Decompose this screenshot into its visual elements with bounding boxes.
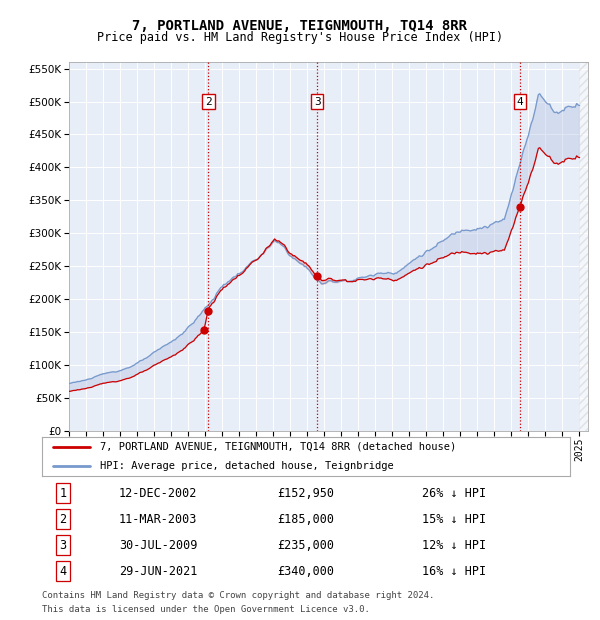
Text: 30-JUL-2009: 30-JUL-2009 bbox=[119, 539, 197, 552]
Text: 15% ↓ HPI: 15% ↓ HPI bbox=[422, 513, 486, 526]
Text: 12% ↓ HPI: 12% ↓ HPI bbox=[422, 539, 486, 552]
Text: 29-JUN-2021: 29-JUN-2021 bbox=[119, 565, 197, 578]
Text: 7, PORTLAND AVENUE, TEIGNMOUTH, TQ14 8RR: 7, PORTLAND AVENUE, TEIGNMOUTH, TQ14 8RR bbox=[133, 19, 467, 33]
Text: 2: 2 bbox=[59, 513, 67, 526]
Text: 1: 1 bbox=[59, 487, 67, 500]
Text: 26% ↓ HPI: 26% ↓ HPI bbox=[422, 487, 486, 500]
Text: 2: 2 bbox=[205, 97, 212, 107]
Text: 16% ↓ HPI: 16% ↓ HPI bbox=[422, 565, 486, 578]
Text: Price paid vs. HM Land Registry's House Price Index (HPI): Price paid vs. HM Land Registry's House … bbox=[97, 31, 503, 44]
Text: HPI: Average price, detached house, Teignbridge: HPI: Average price, detached house, Teig… bbox=[100, 461, 394, 471]
Text: 3: 3 bbox=[314, 97, 320, 107]
Text: Contains HM Land Registry data © Crown copyright and database right 2024.: Contains HM Land Registry data © Crown c… bbox=[42, 591, 434, 600]
Text: 7, PORTLAND AVENUE, TEIGNMOUTH, TQ14 8RR (detached house): 7, PORTLAND AVENUE, TEIGNMOUTH, TQ14 8RR… bbox=[100, 442, 457, 452]
Text: 4: 4 bbox=[517, 97, 523, 107]
Text: This data is licensed under the Open Government Licence v3.0.: This data is licensed under the Open Gov… bbox=[42, 605, 370, 614]
Text: £185,000: £185,000 bbox=[277, 513, 335, 526]
Text: 11-MAR-2003: 11-MAR-2003 bbox=[119, 513, 197, 526]
Text: £152,950: £152,950 bbox=[277, 487, 335, 500]
Text: 3: 3 bbox=[59, 539, 67, 552]
Text: £235,000: £235,000 bbox=[277, 539, 335, 552]
Text: 4: 4 bbox=[59, 565, 67, 578]
Text: £340,000: £340,000 bbox=[277, 565, 335, 578]
Text: 12-DEC-2002: 12-DEC-2002 bbox=[119, 487, 197, 500]
